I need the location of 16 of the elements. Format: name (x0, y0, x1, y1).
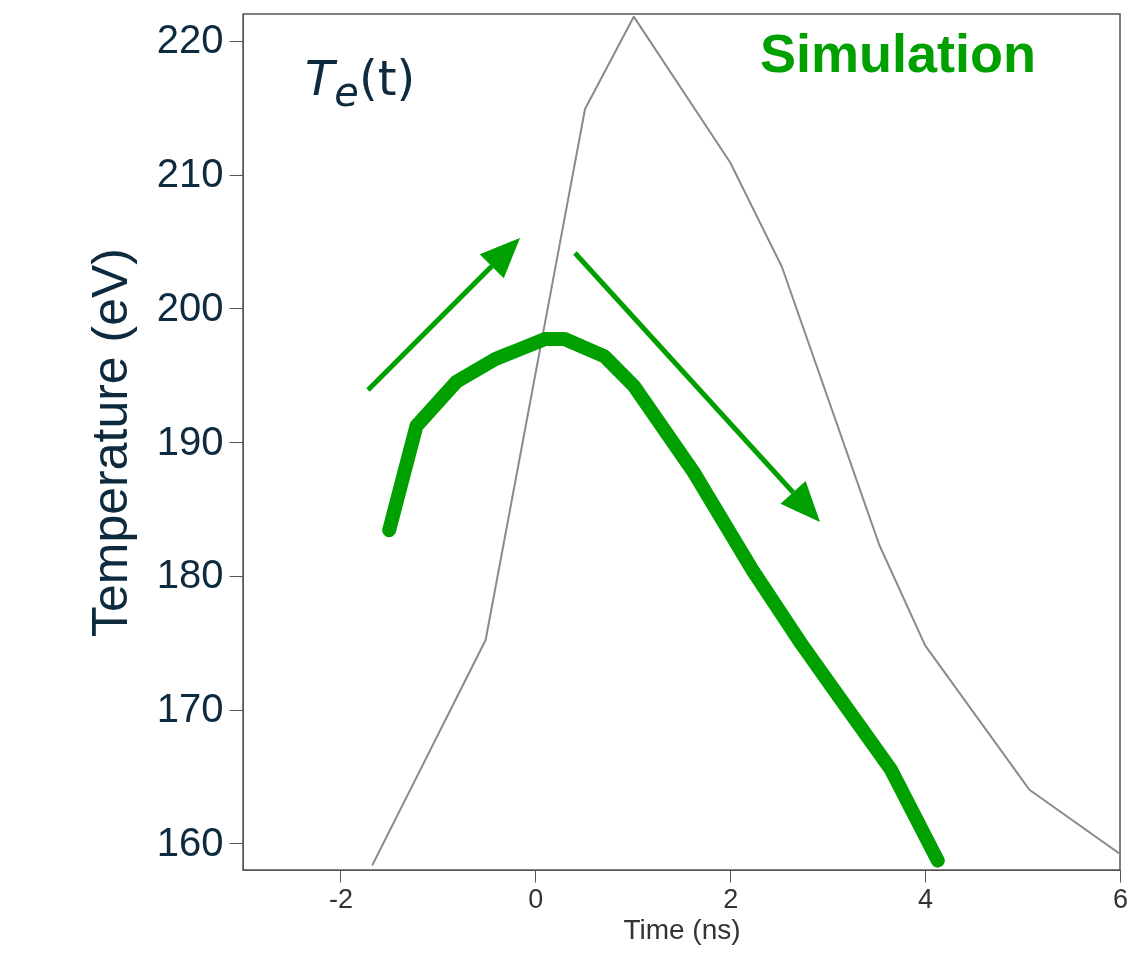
x-tick-label: -2 (328, 883, 353, 914)
y-tick-label: 170 (156, 686, 224, 730)
x-axis-title: Time (ns) (623, 913, 741, 945)
y-tick-label: 220 (156, 17, 224, 62)
annotation: T$_{e}$(t) (305, 50, 416, 115)
x-tick-label: 2 (723, 883, 739, 914)
y-tick-label: 200 (156, 284, 224, 329)
x-tick-label: 4 (918, 883, 934, 914)
y-tick-label: 210 (156, 151, 224, 195)
x-tick-label: 0 (528, 883, 544, 914)
y-axis-title: Temperature (eV) (81, 247, 138, 638)
y-tick-label: 160 (156, 819, 224, 864)
x-tick-label: 6 (1112, 883, 1129, 914)
annotation: Simulation (760, 22, 1037, 84)
y-tick-label: 190 (156, 418, 224, 463)
y-tick-label: 180 (156, 552, 224, 597)
